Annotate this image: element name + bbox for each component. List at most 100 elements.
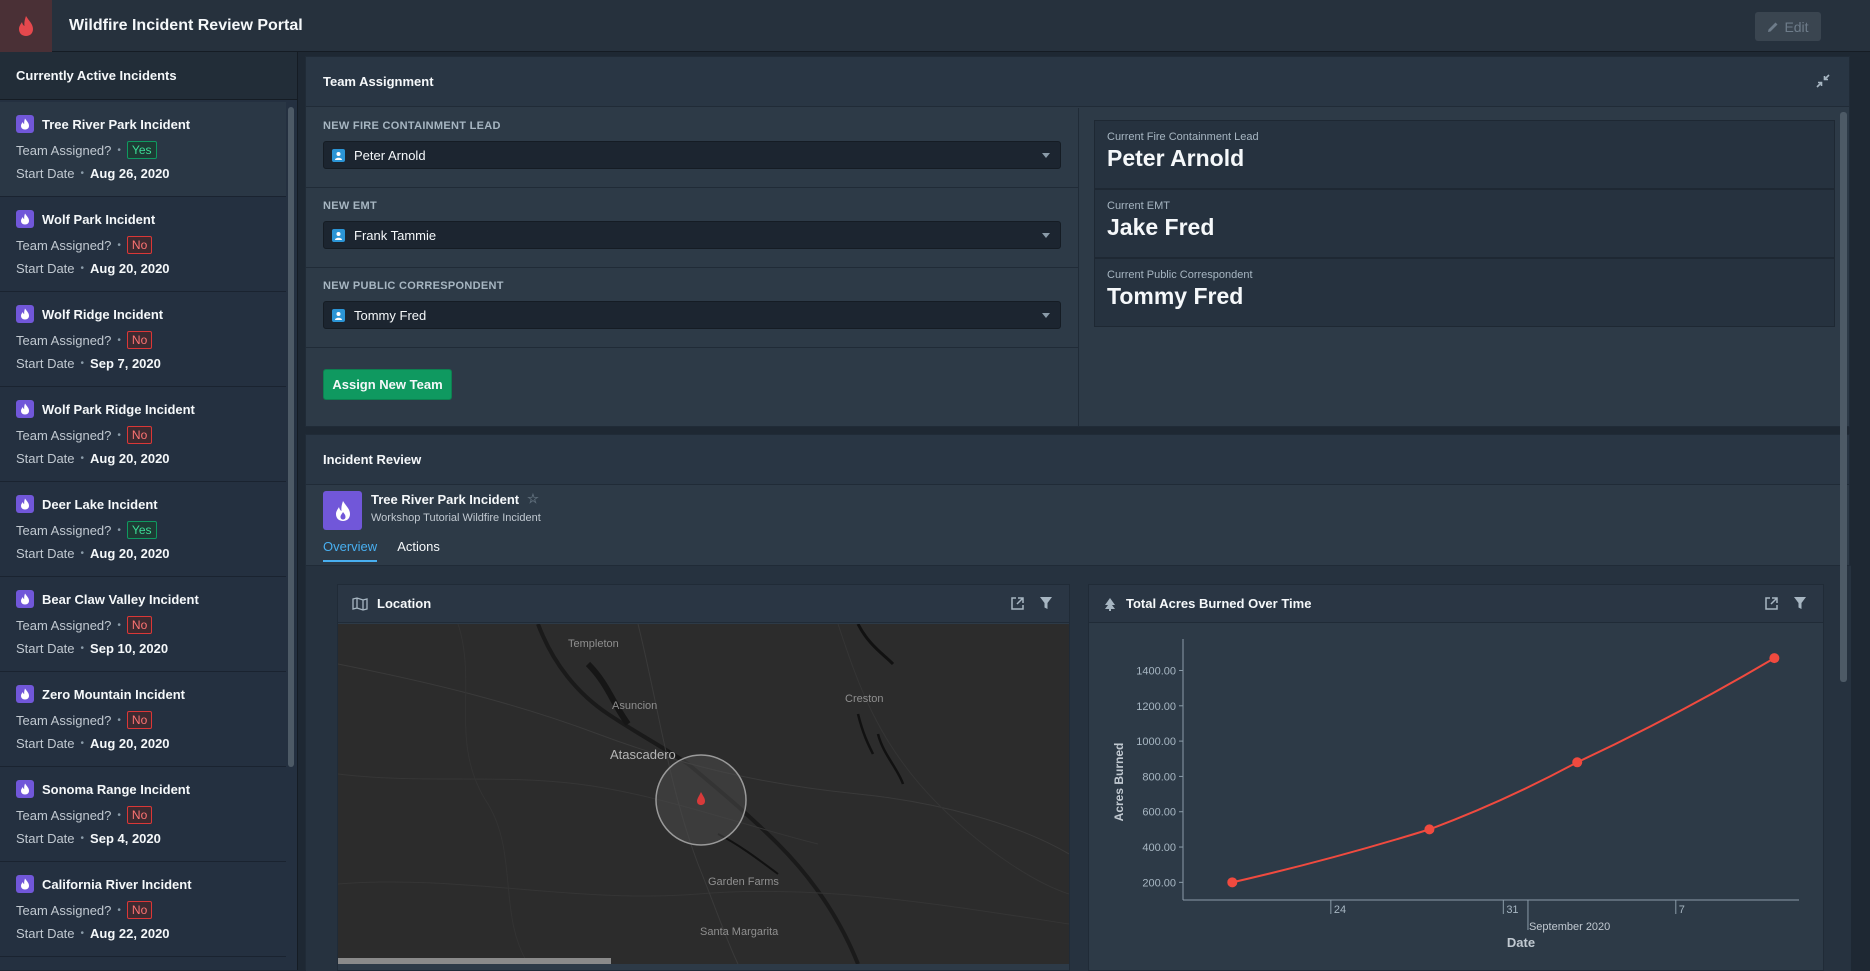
incident-list-item[interactable]: Tree River Park Incident Team Assigned? … [0,102,286,197]
start-date-row: Start Date • Aug 22, 2020 [16,925,286,941]
fire-icon [16,305,34,323]
person-icon [332,308,345,322]
start-date-label: Start Date [16,735,75,751]
main-scrollbar[interactable] [1840,112,1847,682]
separator-dot: • [80,927,85,939]
incident-title: California River Incident [16,874,286,894]
separator-dot: • [117,619,121,631]
edit-label: Edit [1784,18,1809,35]
tab-actions[interactable]: Actions [397,539,440,554]
status-badge: No [126,806,153,824]
open-external-icon[interactable] [1764,596,1779,611]
separator-dot: • [80,832,85,844]
status-badge: No [126,901,153,919]
sidebar-scrollbar[interactable] [288,107,294,767]
location-map[interactable]: Templeton Asuncion Creston Atascadero Ga… [338,624,1069,964]
data-point [1769,653,1780,664]
start-date-row: Start Date • Sep 4, 2020 [16,830,286,846]
team-assigned-row: Team Assigned? • No [16,806,286,824]
team-assigned-row: Team Assigned? • No [16,711,286,729]
data-point [1424,824,1435,835]
separator-dot: • [117,809,121,821]
incident-name: Bear Claw Valley Incident [42,591,199,607]
assign-new-team-button[interactable]: Assign New Team [323,369,452,400]
incident-title: Bear Claw Valley Incident [16,589,286,609]
team-assigned-row: Team Assigned? • No [16,616,286,634]
separator-dot: • [117,334,121,346]
team-assigned-row: Team Assigned? • Yes [16,521,286,539]
incident-list-item[interactable]: Sonoma Range Incident Team Assigned? • N… [0,767,286,862]
fire-icon [16,495,34,513]
incident-list-item[interactable]: Deer Lake Incident Team Assigned? • Yes … [0,482,286,577]
incident-review-panel: Incident Review Tree River Park Incident… [305,434,1851,971]
incident-title: Wolf Park Ridge Incident [16,399,286,419]
select-value: Tommy Fred [354,307,427,323]
start-date-value: Aug 22, 2020 [90,925,170,941]
incident-name: Tree River Park Incident ☆ [371,491,541,507]
incident-name: California River Incident [42,876,192,892]
incident-list-item[interactable]: Zero Mountain Incident Team Assigned? • … [0,672,286,767]
y-tick-label: 600.00 [1142,807,1176,819]
incident-name: Wolf Park Incident [42,211,156,227]
filter-icon[interactable] [1039,596,1053,610]
incident-name-text: Tree River Park Incident [371,491,520,507]
y-tick-label: 1400.00 [1136,665,1176,677]
team-assigned-row: Team Assigned? • No [16,236,286,254]
field-label: NEW PUBLIC CORRESPONDENT [323,280,504,292]
sidebar-title: Currently Active Incidents [0,52,297,100]
start-date-row: Start Date • Aug 20, 2020 [16,735,286,751]
chart-card-header: Total Acres Burned Over Time [1089,585,1823,623]
current-value: Peter Arnold [1107,145,1245,171]
acres-chart: 200.00 400.00 600.00 800.00 1000.00 1200.00 14… [1089,624,1823,964]
person-icon [332,228,345,242]
start-date-row: Start Date • Sep 7, 2020 [16,356,286,371]
field-label: NEW FIRE CONTAINMENT LEAD [323,120,501,132]
incident-list-item[interactable]: Wolf Park Ridge Incident Team Assigned? … [0,387,286,482]
y-tick-label: 400.00 [1142,842,1176,854]
incident-list-item[interactable]: California River Incident Team Assigned?… [0,862,286,957]
team-panel-title: Team Assignment [306,57,1849,107]
x-axis-label: Date [1507,935,1535,950]
open-external-icon[interactable] [1010,596,1025,611]
team-assigned-label: Team Assigned? [16,712,112,728]
fire-logo-icon [0,0,52,52]
fire-icon [16,590,34,608]
caret-down-icon [1042,313,1050,318]
tab-overview[interactable]: Overview [323,539,378,562]
caret-down-icon [1042,233,1050,238]
minimize-icon[interactable] [1815,73,1831,94]
fire-icon [16,780,34,798]
containment-lead-select[interactable]: Peter Arnold [323,141,1061,169]
incident-list-item[interactable]: Wolf Ridge Incident Team Assigned? • No … [0,292,286,387]
map-label-asuncion: Asuncion [612,700,658,712]
start-date-row: Start Date • Aug 20, 2020 [16,261,286,276]
edit-button[interactable]: Edit [1755,12,1821,41]
start-date-label: Start Date [16,830,75,846]
location-actions [1010,596,1053,611]
location-card: Location [337,584,1070,971]
incident-list-item[interactable]: Bear Claw Valley Incident Team Assigned?… [0,577,286,672]
incident-title-block: Tree River Park Incident ☆ Workshop Tuto… [371,491,541,524]
incident-name: Zero Mountain Incident [42,686,185,702]
incident-subtitle: Workshop Tutorial Wildfire Incident [371,512,541,524]
team-assigned-label: Team Assigned? [16,142,112,158]
incident-name: Wolf Park Ridge Incident [42,401,195,417]
chart-title: Total Acres Burned Over Time [1126,596,1312,611]
team-assigned-row: Team Assigned? • No [16,426,286,444]
incident-list-item[interactable]: Wolf Park Incident Team Assigned? • No S… [0,197,286,292]
select-value: Frank Tammie [354,227,437,243]
chart-actions [1764,596,1807,611]
public-correspondent-select[interactable]: Tommy Fred [323,301,1061,329]
pencil-icon [1768,22,1778,32]
start-date-value: Sep 4, 2020 [90,830,161,846]
star-icon[interactable]: ☆ [527,491,539,506]
start-date-value: Aug 26, 2020 [90,165,170,181]
incident-header: Tree River Park Incident ☆ Workshop Tuto… [323,491,541,530]
filter-icon[interactable] [1793,596,1807,610]
start-date-label: Start Date [16,925,75,941]
fire-icon [16,685,34,703]
separator-dot: • [80,547,85,559]
app-title: Wildfire Incident Review Portal [69,16,303,34]
separator-dot: • [80,262,85,274]
emt-select[interactable]: Frank Tammie [323,221,1061,249]
